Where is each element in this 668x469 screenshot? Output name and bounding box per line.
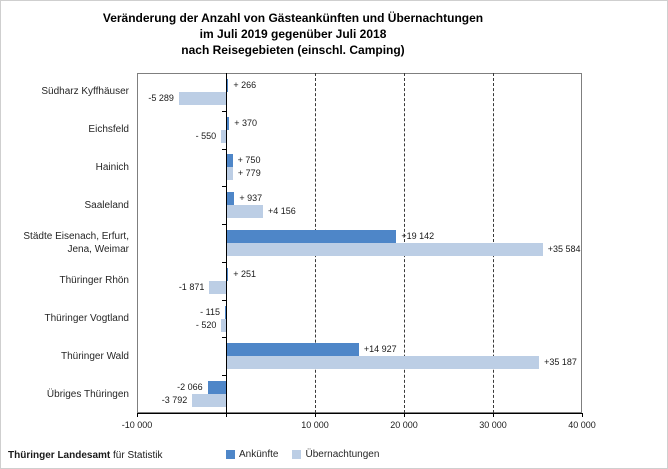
bar-value-label: +14 927: [363, 344, 397, 355]
bar-ankuenfte: [226, 343, 359, 357]
bar-value-label: + 370: [234, 117, 258, 128]
bar-value-label: +19 142: [401, 231, 435, 241]
bar-value-label: + 779: [237, 168, 261, 179]
bar-uebernachtungen: [226, 243, 543, 256]
chart-title-line-3: nach Reisegebieten (einschl. Camping): [181, 43, 405, 57]
bar-ankuenfte: [226, 154, 233, 168]
bar-value-label: -5 289: [148, 92, 174, 103]
bar-value-label: +35 584: [547, 244, 581, 254]
x-axis-tick-label: 20 000: [390, 420, 418, 430]
legend-label: Ankünfte: [239, 449, 279, 460]
bar-uebernachtungen: [226, 167, 233, 181]
chart-title: Veränderung der Anzahl von Gästeankünfte…: [1, 10, 585, 58]
bar-value-label: - 520: [195, 319, 217, 330]
chart-title-line-1: Veränderung der Anzahl von Gästeankünfte…: [102, 11, 484, 25]
x-axis-tick-label: -10 000: [121, 420, 153, 430]
legend-swatch-icon: [226, 450, 235, 459]
bar-uebernachtungen: [209, 280, 226, 294]
category-label: Eichsfeld: [88, 124, 129, 136]
bar-uebernachtungen: [226, 205, 263, 219]
value-axis-zero-line: [226, 73, 227, 413]
bar-ankuenfte: [224, 305, 226, 319]
category-boundary-tick: [222, 110, 227, 112]
category-label: Thüringer Vogtland: [44, 313, 129, 325]
category-boundary-tick: [222, 299, 227, 301]
category-boundary-tick: [222, 261, 227, 263]
category-boundary-tick: [222, 224, 227, 226]
x-axis-tick: [315, 413, 316, 417]
legend-item-uebernachtungen: Übernachtungen: [292, 449, 379, 460]
category-label: Städte Eisenach, Erfurt, Jena, Weimar: [23, 230, 129, 255]
bar-uebernachtungen: [192, 394, 226, 408]
bar-value-label: +35 187: [544, 357, 577, 368]
bar-value-label: +4 156: [267, 206, 296, 217]
x-axis-tick: [226, 413, 227, 417]
bar-value-label: -3 792: [161, 395, 188, 406]
bar-uebernachtungen: [178, 91, 226, 105]
category-boundary-tick: [222, 148, 227, 150]
category-label: Saaleland: [84, 199, 129, 211]
bar-ankuenfte: [207, 381, 226, 395]
bar-uebernachtungen: [221, 318, 226, 332]
category-label: Hainich: [95, 161, 129, 173]
bar-value-label: - 115: [200, 306, 220, 317]
bar-ankuenfte: [226, 78, 229, 92]
bar-uebernachtungen: [226, 356, 540, 370]
category-label: Thüringer Rhön: [59, 275, 129, 287]
chart-title-line-2: im Juli 2019 gegenüber Juli 2018: [199, 27, 387, 41]
x-axis-tick-label: 40 000: [568, 420, 596, 430]
source-org-name: Thüringer Landesamt: [8, 450, 111, 461]
x-axis-tick: [404, 413, 405, 417]
bar-value-label: -1 871: [178, 281, 205, 292]
bar-value-label: + 266: [233, 79, 257, 90]
category-label: Südharz Kyffhäuser: [41, 86, 129, 98]
category-label: Übriges Thüringen: [46, 388, 129, 400]
category-boundary-tick: [222, 337, 227, 339]
source-org-suffix: für Statistik: [113, 450, 163, 461]
bar-ankuenfte: [226, 116, 230, 130]
x-axis-line: [137, 413, 583, 414]
bar-ankuenfte: [226, 267, 229, 281]
bar-ankuenfte: [226, 192, 235, 206]
legend-swatch-icon: [292, 450, 302, 459]
bar-value-label: + 750: [237, 155, 261, 166]
bar-value-label: -2 066: [177, 382, 203, 393]
legend-label: Übernachtungen: [305, 449, 380, 460]
x-axis-tick: [137, 413, 138, 417]
bar-value-label: - 550: [195, 130, 217, 141]
source-attribution: Thüringer Landesamt für Statistik: [8, 450, 163, 461]
category-boundary-tick: [222, 186, 227, 188]
bar-ankuenfte: [226, 230, 397, 243]
chart-legend: Ankünfte Übernachtungen: [226, 449, 379, 460]
category-label: Thüringer Wald: [61, 350, 129, 362]
category-boundary-tick: [222, 375, 227, 377]
bar-uebernachtungen: [221, 129, 226, 143]
x-axis-tick: [582, 413, 583, 417]
bar-value-label: + 251: [233, 268, 256, 279]
x-axis-tick-label: 10 000: [301, 420, 329, 430]
bar-value-label: + 937: [239, 193, 263, 204]
legend-item-ankuenfte: Ankünfte: [226, 449, 278, 460]
x-axis-tick: [493, 413, 494, 417]
x-axis-tick-label: 30 000: [479, 420, 507, 430]
